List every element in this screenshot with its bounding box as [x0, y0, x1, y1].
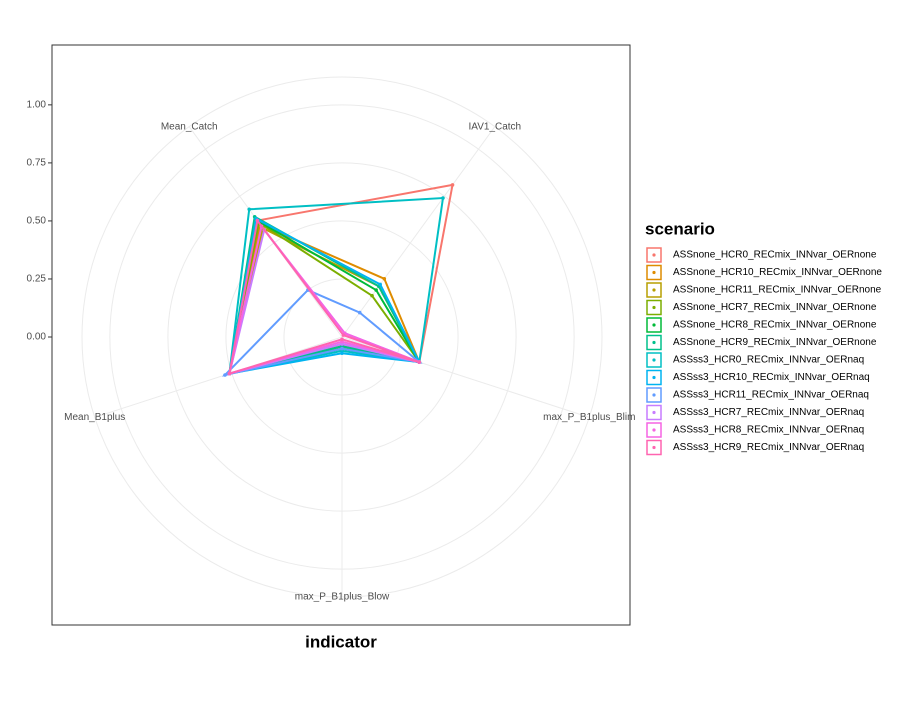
series-point — [382, 276, 387, 281]
axis-label: max_P_B1plus_Blim — [543, 412, 635, 423]
y-tick-label: 0.50 — [27, 216, 47, 227]
series-point — [357, 310, 362, 315]
legend-key-point — [652, 270, 656, 275]
legend-key-point — [652, 428, 656, 432]
legend-label: ASSss3_HCR10_RECmix_INNvar_OERnaq — [673, 372, 870, 383]
axis-label: Mean_Catch — [161, 121, 218, 132]
y-tick-label: 0.25 — [27, 274, 47, 285]
legend-label: ASSss3_HCR0_RECmix_INNvar_OERnaq — [673, 355, 864, 366]
series-point — [450, 183, 455, 187]
panel-border — [51, 44, 631, 626]
series-point — [341, 333, 346, 337]
legend-label: ASSss3_HCR11_RECmix_INNvar_OERnaq — [673, 390, 869, 401]
series-point — [417, 360, 422, 364]
legend-key-point — [652, 323, 656, 327]
spoke — [341, 336, 590, 418]
axis-label: max_P_B1plus_Blow — [295, 592, 390, 603]
x-axis-title: indicator — [305, 632, 377, 651]
series-point — [441, 196, 445, 200]
legend-key-point — [652, 253, 656, 257]
legend-label: ASSss3_HCR9_RECmix_INNvar_OERnaq — [673, 442, 864, 453]
series-point — [340, 351, 344, 356]
legend-key-point — [652, 410, 656, 415]
legend-key-point — [652, 375, 656, 380]
series-point — [227, 371, 232, 376]
y-tick-label: 1.00 — [27, 99, 47, 110]
legend-title: scenario — [645, 219, 715, 238]
legend-label: ASSnone_HCR0_RECmix_INNvar_OERnone — [673, 250, 877, 261]
series-point — [340, 337, 344, 342]
series-point — [340, 346, 344, 351]
y-tick-label: 0.00 — [27, 332, 47, 343]
legend-key-point — [652, 288, 656, 292]
series-point — [247, 207, 252, 212]
legend-key-point — [652, 340, 656, 345]
series-point — [255, 218, 260, 223]
y-tick-label: 0.75 — [27, 158, 47, 169]
axis-label: Mean_B1plus — [64, 412, 125, 423]
legend-label: ASSnone_HCR10_RECmix_INNvar_OERnone — [673, 267, 882, 278]
series-line — [228, 218, 420, 376]
legend-key-point — [652, 445, 656, 450]
legend-label: ASSss3_HCR8_RECmix_INNvar_OERnaq — [673, 425, 864, 436]
spoke — [341, 126, 496, 338]
series-point — [378, 282, 383, 287]
legend-label: ASSnone_HCR11_RECmix_INNvar_OERnone — [673, 285, 882, 296]
series-point — [370, 293, 374, 298]
series-point — [223, 373, 227, 377]
spoke — [94, 336, 343, 418]
legend-label: ASSnone_HCR9_RECmix_INNvar_OERnone — [673, 337, 877, 348]
legend-key-point — [652, 305, 656, 310]
legend-label: ASSss3_HCR7_RECmix_INNvar_OERnaq — [673, 407, 864, 418]
legend-key-point — [652, 393, 656, 397]
legend-label: ASSnone_HCR8_RECmix_INNvar_OERnone — [673, 320, 877, 331]
series-line — [221, 288, 423, 377]
legend-key-point — [652, 358, 656, 362]
series-line — [228, 196, 445, 375]
axis-label: IAV1_Catch — [469, 121, 522, 132]
series-point — [374, 288, 378, 292]
legend-label: ASSnone_HCR7_RECmix_INNvar_OERnone — [673, 302, 877, 313]
